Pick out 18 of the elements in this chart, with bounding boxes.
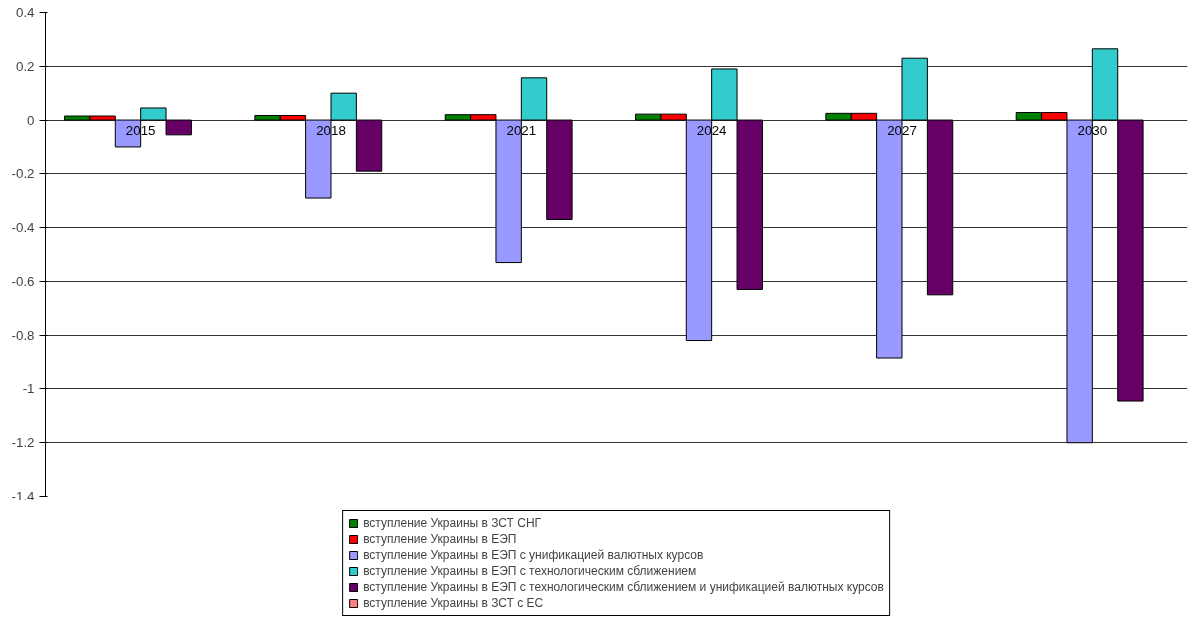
y-tick-label: 0.2 — [15, 58, 35, 74]
y-tick-label: -0.6 — [11, 273, 35, 289]
y-tick-label: 0 — [27, 112, 35, 128]
x-tick-label: 2027 — [887, 123, 917, 139]
y-tick-label: -1.2 — [11, 435, 35, 451]
legend-label: вступление Украины в ЕЭП с технологическим сближением и унификацией валютных курсов — [363, 579, 884, 594]
y-tick-label: -0.2 — [11, 166, 35, 182]
legend-label: вступление Украины в ЕЭП — [363, 531, 517, 546]
x-tick-label: 2018 — [316, 123, 346, 139]
legend-label: вступление Украины в ЗСТ с ЕС — [363, 595, 544, 610]
y-tick-label: -1 — [22, 381, 35, 397]
legend-label: вступление Украины в ЕЭП с технологическим сближением — [363, 563, 697, 578]
y-tick-label: -1.4 — [11, 488, 36, 504]
y-tick-label: -0.4 — [11, 220, 36, 236]
legend-label: вступление Украины в ЕЭП с унификацией валютных курсов — [363, 547, 704, 562]
y-tick-label: 0.4 — [15, 5, 36, 20]
y-tick-label: -0.8 — [11, 327, 35, 343]
legend-label: вступление Украины в ЗСТ СНГ — [363, 515, 542, 530]
